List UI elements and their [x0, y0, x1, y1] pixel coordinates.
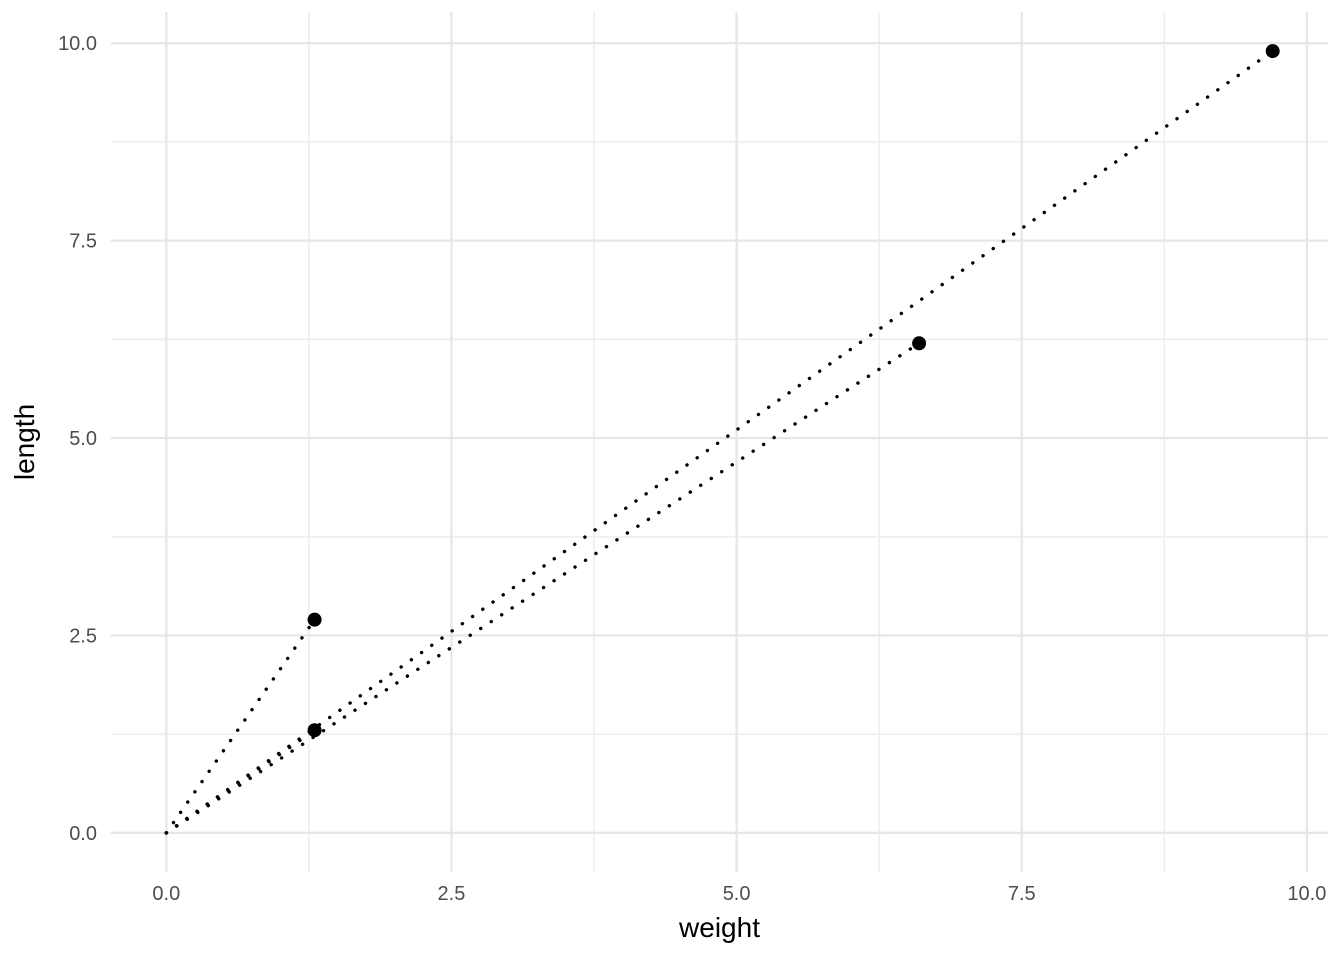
data-point [307, 723, 322, 738]
y-tick-labels: 0.0 2.5 5.0 7.5 10.0 [58, 33, 97, 845]
y-axis-title: length [9, 404, 40, 480]
x-tick-label: 10.0 [1287, 883, 1326, 905]
x-tick-label: 0.0 [152, 883, 180, 905]
y-tick-label: 0.0 [69, 823, 97, 845]
y-tick-label: 5.0 [69, 428, 97, 450]
origin-segments [164, 49, 1275, 835]
y-tick-label: 2.5 [69, 625, 97, 647]
x-tick-label: 7.5 [1008, 883, 1036, 905]
x-tick-label: 2.5 [438, 883, 466, 905]
dotted-segment [164, 49, 1275, 835]
x-axis-title: weight [678, 912, 760, 943]
data-point [1265, 44, 1280, 59]
data-point [307, 612, 322, 627]
x-tick-labels: 0.0 2.5 5.0 7.5 10.0 [152, 883, 1326, 905]
y-tick-label: 7.5 [69, 231, 97, 253]
data-point [912, 336, 927, 351]
y-tick-label: 10.0 [58, 33, 97, 55]
dotted-segment [164, 341, 921, 835]
data-points [307, 44, 1280, 738]
major-gridlines [111, 12, 1328, 872]
x-tick-label: 5.0 [723, 883, 751, 905]
